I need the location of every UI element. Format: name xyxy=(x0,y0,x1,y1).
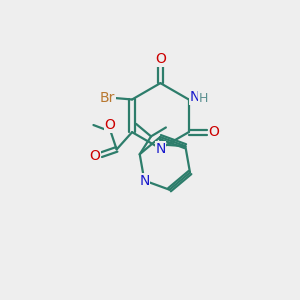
Text: N: N xyxy=(139,174,150,188)
Text: O: O xyxy=(155,52,166,66)
Text: O: O xyxy=(104,118,115,132)
Text: Br: Br xyxy=(99,91,115,105)
Text: O: O xyxy=(208,125,219,139)
Text: O: O xyxy=(89,149,100,163)
Text: N: N xyxy=(155,142,166,155)
Text: H: H xyxy=(199,92,208,105)
Text: N: N xyxy=(190,90,200,104)
